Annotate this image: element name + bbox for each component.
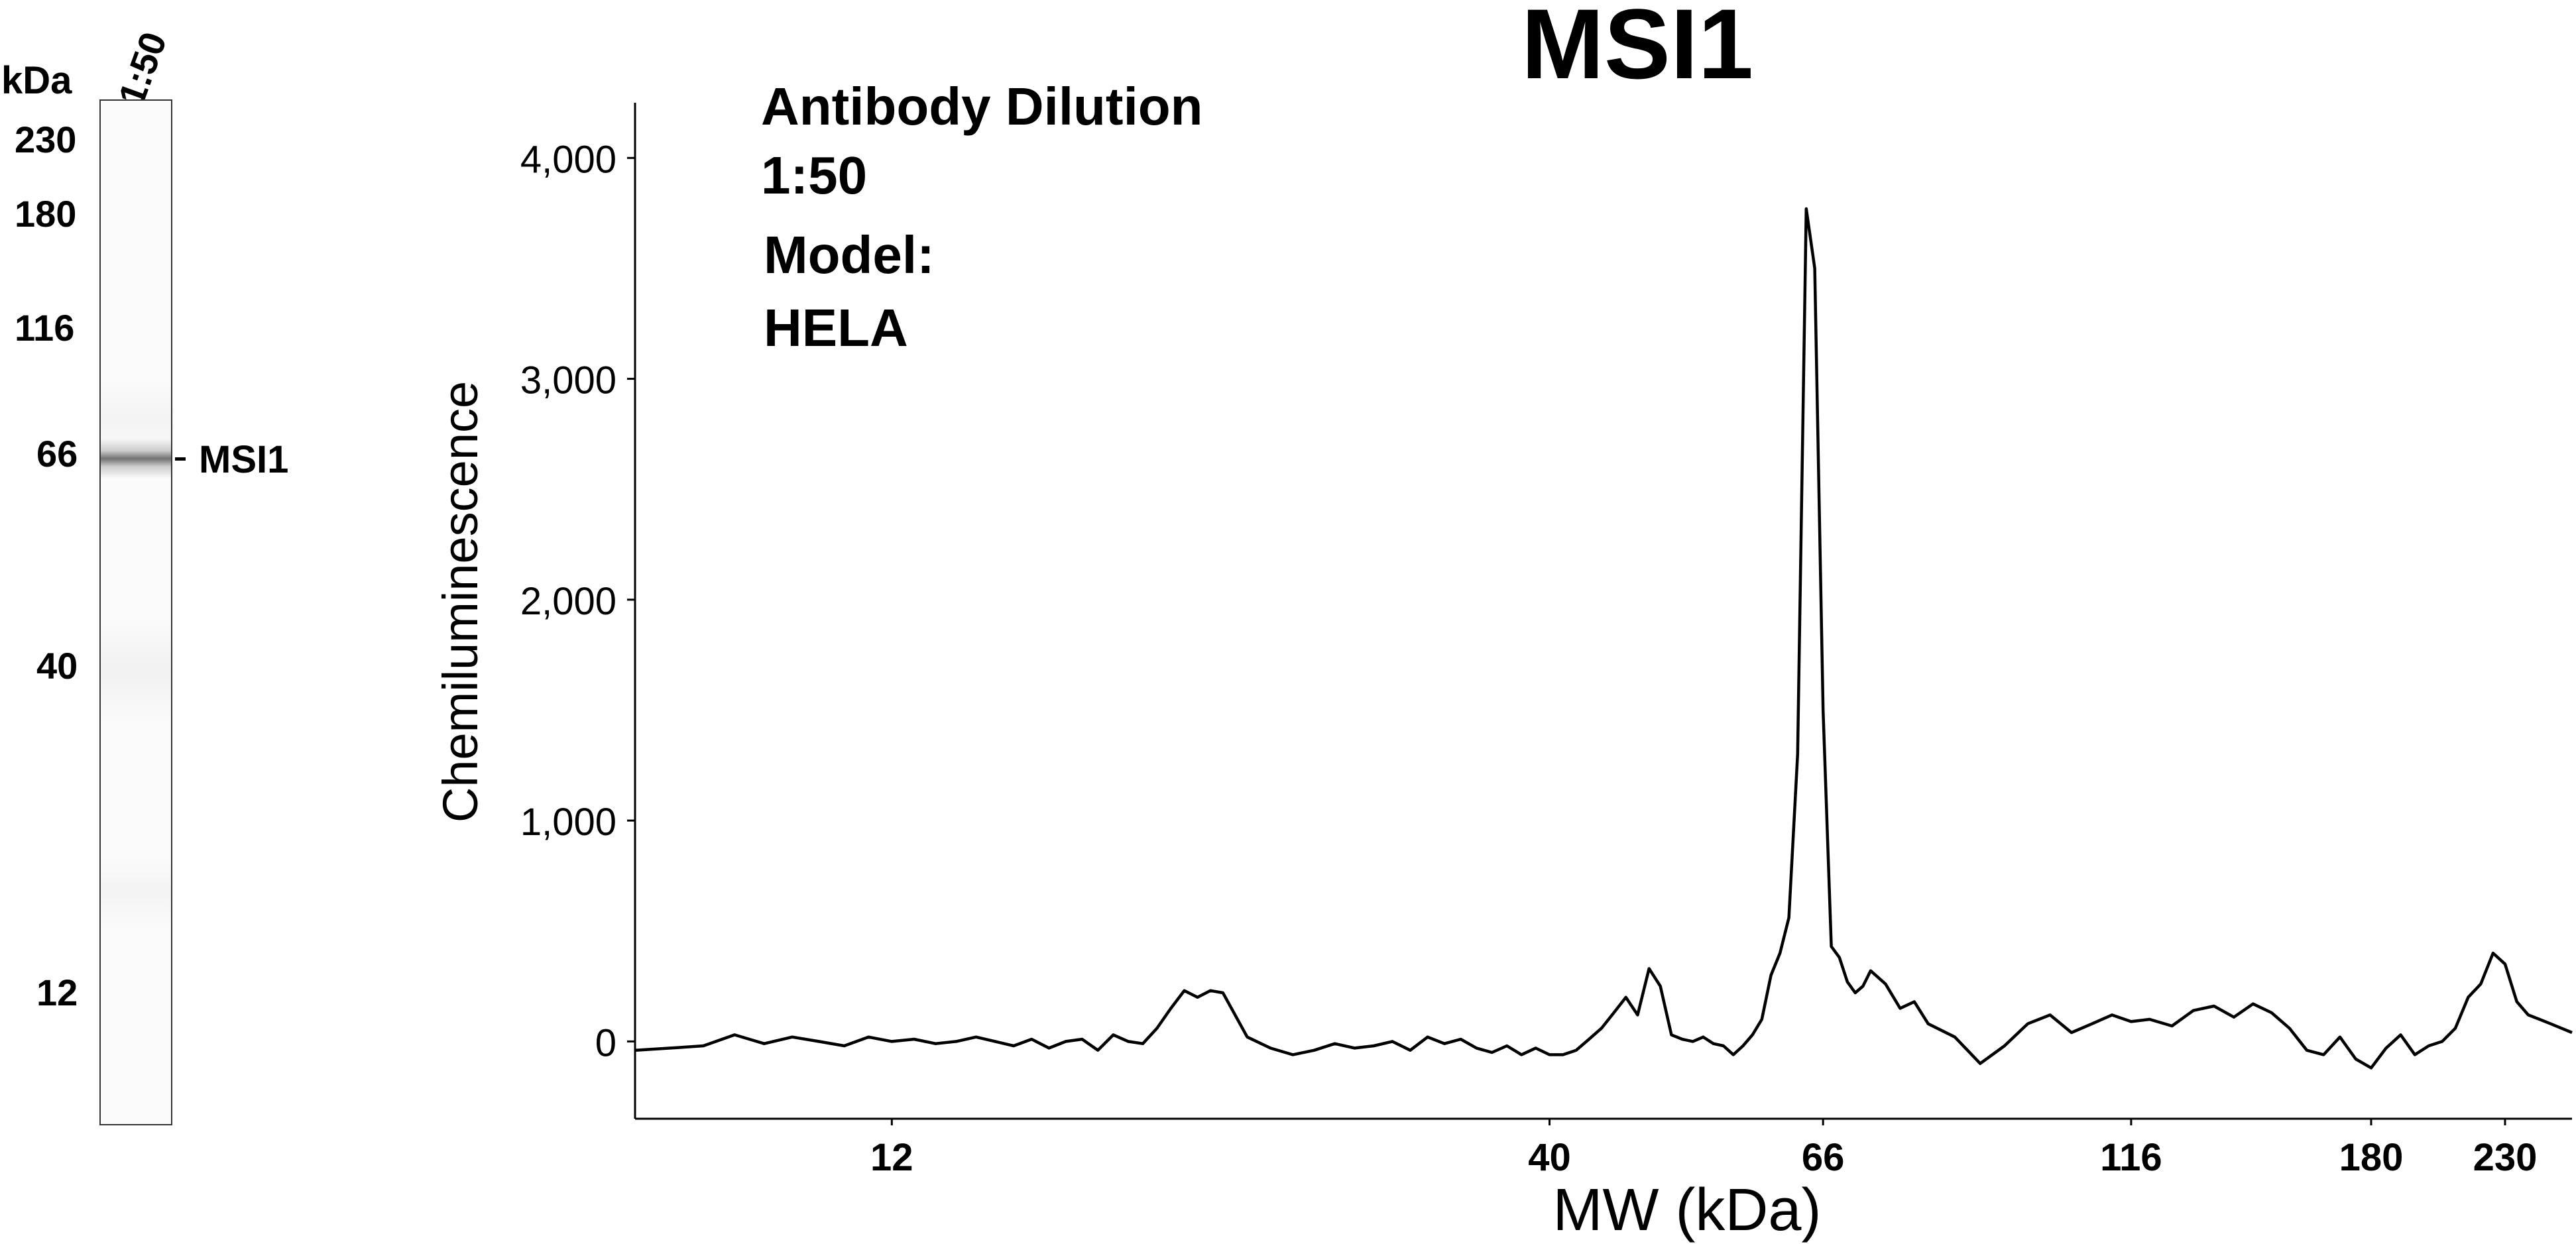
x-ticks: 12 40 66 116 180 230 bbox=[870, 1119, 2537, 1179]
y-tick-label: 1,000 bbox=[520, 801, 616, 844]
band-tick bbox=[175, 457, 186, 461]
x-tick-label: 12 bbox=[870, 1136, 913, 1179]
marker-label-116: 116 bbox=[15, 307, 75, 349]
annotation-line-1: Antibody Dilution bbox=[761, 77, 1203, 136]
msi1-band bbox=[101, 439, 171, 479]
marker-label-66: 66 bbox=[36, 433, 78, 475]
annotation-line-3: Model: bbox=[764, 225, 935, 284]
marker-label-230: 230 bbox=[15, 119, 77, 160]
y-tick-label: 3,000 bbox=[520, 359, 616, 402]
x-tick-label: 40 bbox=[1528, 1136, 1571, 1179]
x-tick-label: 116 bbox=[2100, 1136, 2162, 1179]
blot-lane bbox=[99, 99, 172, 1125]
annotation-line-2: 1:50 bbox=[761, 146, 867, 205]
lane-background-band bbox=[101, 618, 171, 724]
chemiluminescence-trace bbox=[634, 207, 2573, 1070]
chart-title: MSI1 bbox=[1521, 0, 1753, 99]
marker-label-40: 40 bbox=[36, 645, 78, 687]
band-label: MSI1 bbox=[199, 438, 289, 481]
y-ticks: 0 1,000 2,000 3,000 4,000 bbox=[520, 138, 635, 1064]
annotation-line-4: HELA bbox=[764, 298, 908, 357]
x-axis-title: MW (kDa) bbox=[1553, 1177, 1822, 1243]
x-tick-label: 230 bbox=[2473, 1136, 2538, 1179]
marker-label-180: 180 bbox=[15, 193, 77, 235]
marker-label-12: 12 bbox=[36, 972, 78, 1013]
y-tick-label: 2,000 bbox=[520, 580, 616, 623]
y-tick-label: 0 bbox=[595, 1021, 616, 1064]
x-tick-label: 66 bbox=[1802, 1136, 1845, 1179]
kda-unit-label: kDa bbox=[1, 59, 72, 102]
y-axis-title: Chemiluminescence bbox=[433, 381, 488, 822]
lane-background-band bbox=[101, 856, 171, 929]
x-tick-label: 180 bbox=[2339, 1136, 2404, 1179]
axes bbox=[634, 103, 2572, 1120]
y-tick-label: 4,000 bbox=[520, 138, 616, 181]
